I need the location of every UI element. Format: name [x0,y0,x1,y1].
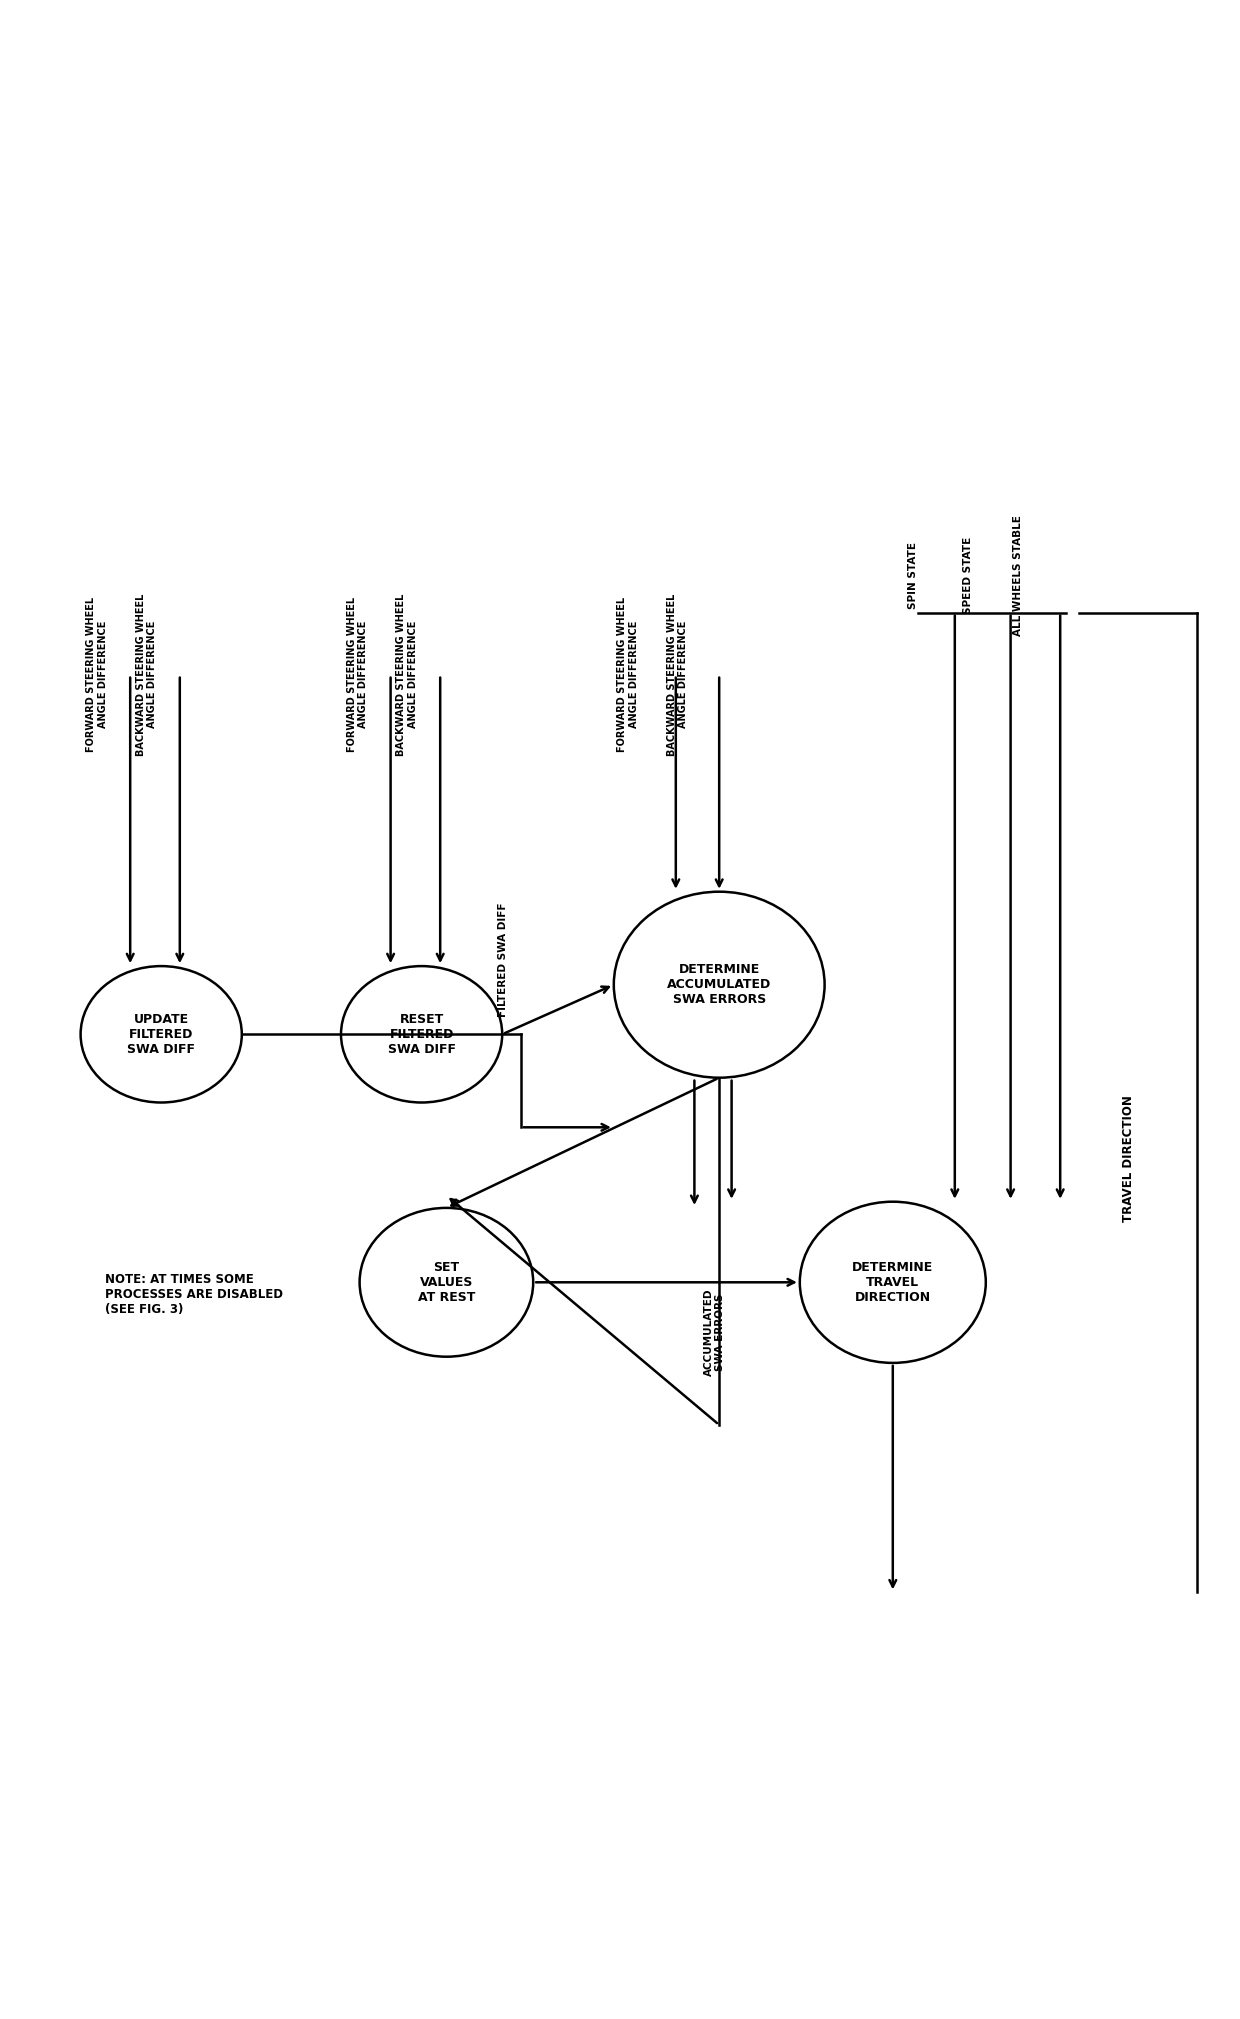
Text: FORWARD STEERING WHEEL
ANGLE DIFFERENCE: FORWARD STEERING WHEEL ANGLE DIFFERENCE [347,598,368,753]
Text: RESET
FILTERED
SWA DIFF: RESET FILTERED SWA DIFF [388,1014,455,1056]
Text: DETERMINE
TRAVEL
DIRECTION: DETERMINE TRAVEL DIRECTION [852,1260,934,1304]
Text: BACKWARD STEERING WHEEL
ANGLE DIFFERENCE: BACKWARD STEERING WHEEL ANGLE DIFFERENCE [667,594,688,755]
Text: UPDATE
FILTERED
SWA DIFF: UPDATE FILTERED SWA DIFF [128,1014,195,1056]
Text: BACKWARD STEERING WHEEL
ANGLE DIFFERENCE: BACKWARD STEERING WHEEL ANGLE DIFFERENCE [136,594,157,755]
Text: ACCUMULATED
SWA ERRORS: ACCUMULATED SWA ERRORS [704,1288,725,1375]
Text: TRAVEL DIRECTION: TRAVEL DIRECTION [1122,1094,1135,1221]
Text: ALL WHEELS STABLE: ALL WHEELS STABLE [1013,515,1023,636]
Text: BACKWARD STEERING WHEEL
ANGLE DIFFERENCE: BACKWARD STEERING WHEEL ANGLE DIFFERENCE [397,594,418,755]
Text: SPEED STATE: SPEED STATE [963,537,973,614]
Text: DETERMINE
ACCUMULATED
SWA ERRORS: DETERMINE ACCUMULATED SWA ERRORS [667,963,771,1005]
Text: FORWARD STEERING WHEEL
ANGLE DIFFERENCE: FORWARD STEERING WHEEL ANGLE DIFFERENCE [87,598,108,753]
Text: SET
VALUES
AT REST: SET VALUES AT REST [418,1260,475,1304]
Text: FORWARD STEERING WHEEL
ANGLE DIFFERENCE: FORWARD STEERING WHEEL ANGLE DIFFERENCE [618,598,639,753]
Text: SPIN STATE: SPIN STATE [908,541,918,610]
Text: NOTE: AT TIMES SOME
PROCESSES ARE DISABLED
(SEE FIG. 3): NOTE: AT TIMES SOME PROCESSES ARE DISABL… [105,1274,284,1316]
Text: FILTERED SWA DIFF: FILTERED SWA DIFF [498,902,508,1018]
